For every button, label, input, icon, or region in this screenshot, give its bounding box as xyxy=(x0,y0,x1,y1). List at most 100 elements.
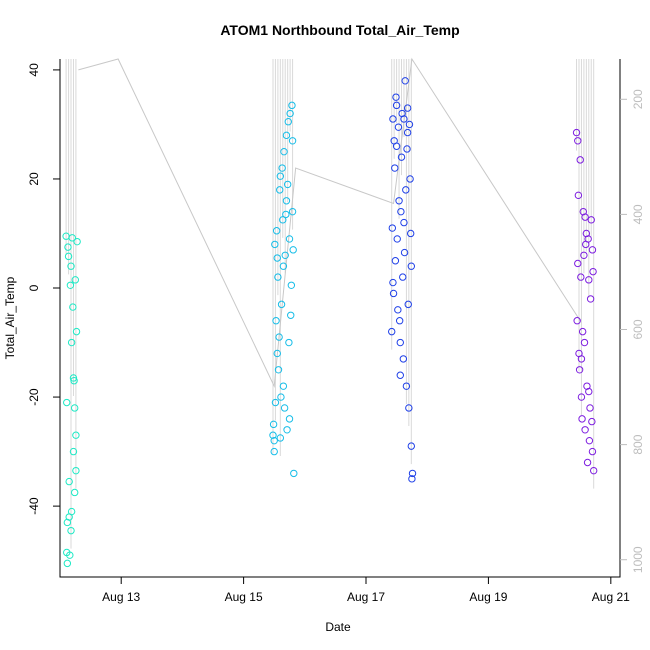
data-point xyxy=(403,128,412,137)
data-point xyxy=(574,259,582,268)
data-point xyxy=(285,338,293,347)
data-point xyxy=(280,147,288,156)
data-point xyxy=(405,120,414,129)
data-point xyxy=(389,115,397,123)
x-axis-title: Date xyxy=(325,620,351,634)
data-point xyxy=(272,317,280,325)
data-point xyxy=(278,164,286,172)
data-point xyxy=(70,377,78,385)
data-point xyxy=(276,434,285,442)
x-tick-label: Aug 21 xyxy=(592,590,630,604)
data-point xyxy=(64,252,73,261)
data-point xyxy=(399,273,407,281)
data-point xyxy=(578,415,586,423)
data-point xyxy=(72,466,80,475)
data-point xyxy=(400,248,409,257)
data-point xyxy=(589,267,597,276)
data-point xyxy=(71,276,80,284)
data-point xyxy=(68,234,76,242)
data-point xyxy=(290,469,298,478)
data-point xyxy=(584,235,592,243)
data-point xyxy=(287,281,296,289)
data-point xyxy=(587,216,595,224)
data-point xyxy=(578,327,587,336)
data-point xyxy=(284,118,292,126)
y2-axis: 200 400 600 800 1000 xyxy=(620,89,645,573)
data-point xyxy=(588,246,597,254)
data-point xyxy=(67,526,75,535)
data-point xyxy=(402,186,410,194)
data-point xyxy=(577,393,586,401)
y-tick-label: 20 xyxy=(27,172,41,186)
data-point xyxy=(397,153,406,161)
data-point xyxy=(392,101,401,110)
data-point xyxy=(69,303,77,311)
data-point xyxy=(69,447,78,456)
data-point xyxy=(585,387,593,396)
data-point xyxy=(288,207,297,216)
data-point xyxy=(282,210,290,219)
data-point xyxy=(286,109,294,118)
x-tick-label: Aug 13 xyxy=(102,590,140,604)
y2-tick-label: 800 xyxy=(631,434,645,454)
x-tick-label: Aug 19 xyxy=(469,590,507,604)
data-point xyxy=(407,442,416,450)
data-point xyxy=(394,123,403,131)
data-point xyxy=(271,398,280,407)
data-point xyxy=(404,300,412,309)
data-point xyxy=(395,317,404,325)
data-point xyxy=(270,436,278,445)
x-axis: Aug 13 Aug 15 Aug 17 Aug 19 Aug 21 xyxy=(102,577,630,604)
data-point xyxy=(576,156,584,164)
track-line xyxy=(78,57,581,388)
data-point xyxy=(395,197,403,205)
data-point xyxy=(403,104,412,112)
data-point xyxy=(273,254,281,262)
data-point xyxy=(405,404,413,412)
data-point xyxy=(407,262,416,270)
data-point xyxy=(392,142,401,150)
y-tick-label: -20 xyxy=(27,388,41,406)
data-point xyxy=(580,251,588,259)
data-point xyxy=(574,191,583,200)
data-point xyxy=(389,289,398,298)
data-point xyxy=(63,559,72,568)
data-point xyxy=(70,488,79,497)
data-point xyxy=(72,327,81,336)
data-point xyxy=(69,374,78,382)
data-point xyxy=(588,417,596,426)
data-point xyxy=(269,431,277,439)
data-point xyxy=(272,227,281,235)
data-point xyxy=(408,469,417,478)
data-point xyxy=(388,327,396,336)
data-point xyxy=(277,300,286,309)
data-point xyxy=(285,235,294,243)
x-tick-label: Aug 17 xyxy=(347,590,385,604)
data-point xyxy=(269,420,278,429)
data-point xyxy=(288,137,297,145)
data-point xyxy=(581,426,589,434)
data-point xyxy=(581,213,589,221)
data-point xyxy=(580,338,589,347)
data-point xyxy=(393,235,401,243)
data-point xyxy=(288,101,296,110)
data-point xyxy=(583,458,592,467)
y-tick-label: 40 xyxy=(27,63,41,77)
data-point xyxy=(63,548,71,557)
data-point xyxy=(577,273,585,281)
y-tick-label: -40 xyxy=(27,497,41,515)
data-point xyxy=(282,131,291,140)
data-point xyxy=(585,276,593,284)
y2-tick-label: 1000 xyxy=(631,546,645,573)
data-point xyxy=(289,246,297,254)
data-point xyxy=(586,295,595,303)
y-axis-title: Total_Air_Temp xyxy=(3,276,17,359)
data-point xyxy=(577,355,586,363)
data-point xyxy=(283,180,292,189)
data-point xyxy=(66,281,75,289)
data-point xyxy=(397,207,405,216)
data-point xyxy=(572,128,581,137)
data-point xyxy=(585,436,594,445)
pressure-lines xyxy=(65,59,595,549)
data-point xyxy=(73,237,81,246)
